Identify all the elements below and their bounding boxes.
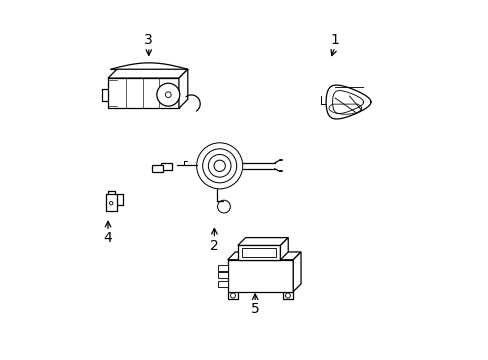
Polygon shape (108, 69, 187, 78)
Bar (152, 165, 163, 172)
Bar (242, 248, 276, 257)
Text: 3: 3 (144, 33, 153, 47)
Circle shape (285, 293, 290, 298)
Polygon shape (227, 260, 293, 292)
Polygon shape (108, 78, 179, 108)
Bar (161, 163, 171, 170)
Polygon shape (237, 246, 280, 260)
Polygon shape (179, 69, 187, 108)
Polygon shape (280, 238, 287, 260)
Polygon shape (325, 85, 370, 119)
Text: 5: 5 (250, 302, 259, 316)
Bar (217, 281, 227, 287)
Polygon shape (237, 238, 287, 246)
Text: 4: 4 (103, 231, 112, 246)
Text: 2: 2 (209, 239, 218, 253)
Circle shape (230, 293, 235, 298)
Bar (217, 265, 227, 271)
Circle shape (165, 92, 171, 98)
Polygon shape (293, 252, 301, 292)
Polygon shape (227, 252, 301, 260)
Bar (217, 272, 227, 278)
Text: 1: 1 (330, 33, 339, 47)
Circle shape (157, 83, 180, 106)
